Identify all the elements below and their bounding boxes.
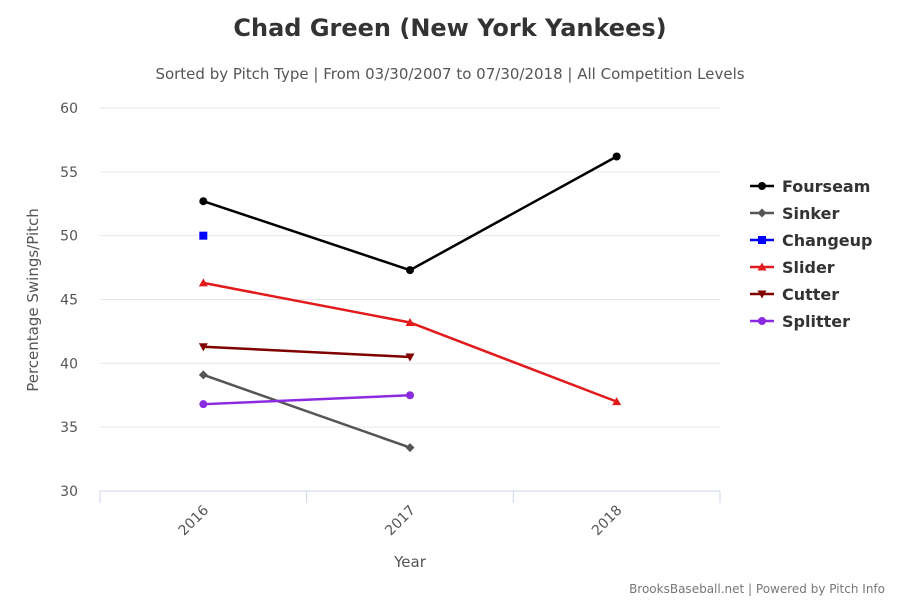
- data-point: [199, 197, 208, 206]
- y-tick-label: 45: [60, 293, 78, 309]
- series-changeup: [199, 231, 208, 240]
- legend-item-splitter[interactable]: Splitter: [750, 312, 850, 331]
- y-tick-label: 30: [60, 484, 78, 500]
- legend-item-changeup[interactable]: Changeup: [750, 231, 872, 250]
- data-point: [405, 353, 415, 362]
- x-tick-label: 2018: [589, 503, 626, 540]
- legend-label: Cutter: [782, 285, 839, 304]
- y-tick-label: 40: [60, 356, 78, 372]
- legend-label: Changeup: [782, 231, 872, 250]
- legend-label: Fourseam: [782, 177, 870, 196]
- data-point: [405, 443, 415, 453]
- series-cutter: [198, 343, 415, 362]
- chart-title: Chad Green (New York Yankees): [233, 14, 666, 42]
- data-point: [757, 208, 767, 218]
- series-line: [203, 281, 618, 403]
- data-point: [758, 182, 766, 190]
- series-sinker: [198, 370, 415, 453]
- y-tick-label: 55: [60, 165, 78, 181]
- legend-item-fourseam[interactable]: Fourseam: [750, 177, 870, 196]
- data-point: [757, 262, 767, 271]
- y-tick-label: 35: [60, 420, 78, 436]
- legend-label: Sinker: [782, 204, 839, 223]
- y-axis-label: Percentage Swings/Pitch: [24, 208, 42, 392]
- series-fourseam: [199, 152, 621, 275]
- x-tick-label: 2017: [382, 503, 419, 540]
- data-point: [757, 290, 767, 299]
- data-point: [198, 278, 208, 287]
- legend-label: Slider: [782, 258, 835, 277]
- y-tick-label: 60: [60, 101, 78, 117]
- data-point: [199, 231, 208, 240]
- legend-item-slider[interactable]: Slider: [750, 258, 835, 277]
- series-splitter: [199, 391, 414, 409]
- data-point: [199, 400, 208, 409]
- data-point: [612, 397, 622, 406]
- series-line: [202, 155, 618, 272]
- series-line: [202, 373, 411, 449]
- data-point: [758, 236, 766, 244]
- x-axis-label: Year: [393, 553, 427, 571]
- data-point: [198, 343, 208, 352]
- legend-item-sinker[interactable]: Sinker: [750, 204, 839, 223]
- data-point: [198, 370, 208, 380]
- series-line: [203, 394, 411, 406]
- legend-item-cutter[interactable]: Cutter: [750, 285, 839, 304]
- data-point: [405, 317, 415, 326]
- series-line: [203, 345, 411, 359]
- data-point: [406, 391, 414, 400]
- data-point: [406, 266, 414, 275]
- credits[interactable]: BrooksBaseball.net | Powered by Pitch In…: [629, 582, 885, 596]
- legend-label: Splitter: [782, 312, 850, 331]
- chart-subtitle: Sorted by Pitch Type | From 03/30/2007 t…: [155, 65, 744, 83]
- x-tick-label: 2016: [176, 502, 213, 539]
- data-point: [758, 317, 766, 325]
- y-tick-label: 50: [60, 229, 78, 245]
- series-slider: [198, 278, 622, 406]
- data-point: [612, 152, 621, 161]
